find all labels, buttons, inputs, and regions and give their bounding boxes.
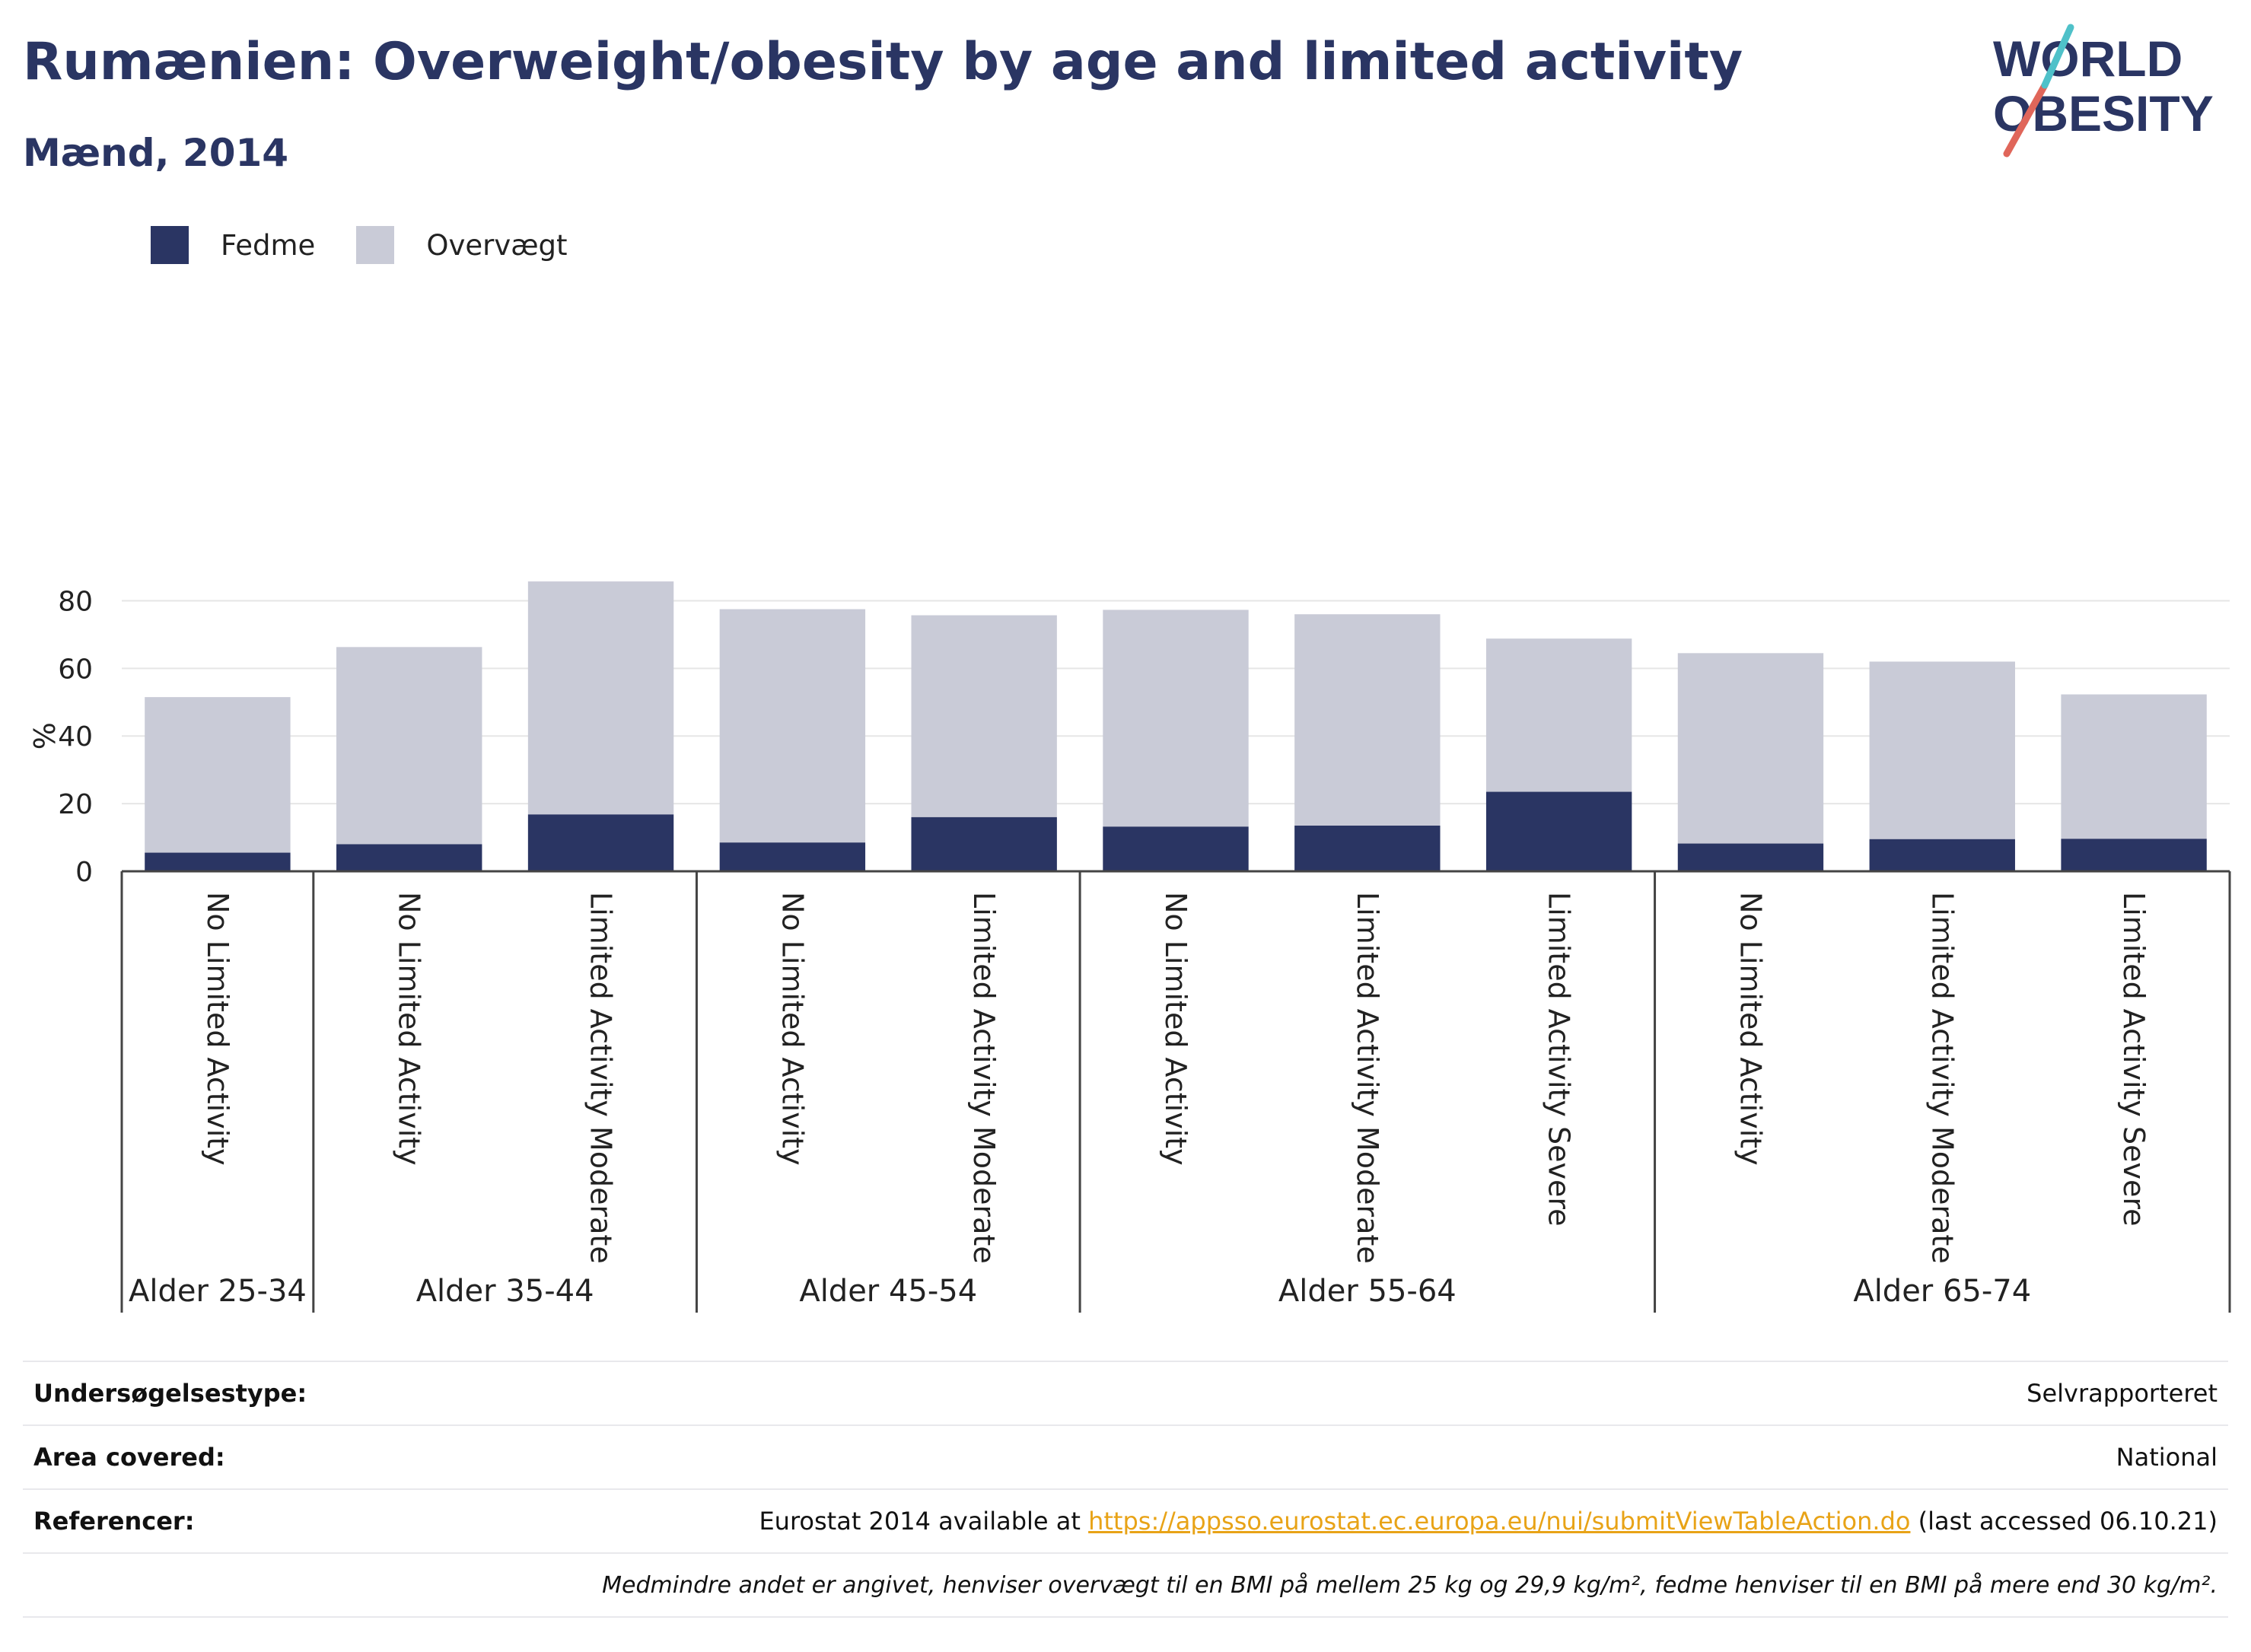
x-category-label: No Limited Activity [201,892,234,1166]
x-category-label: Limited Activity Moderate [584,892,618,1264]
info-row-area: Area covered: National [23,1424,2228,1488]
bar-obesity [719,842,866,871]
x-category-label: Limited Activity Moderate [967,892,1001,1264]
references-value: Eurostat 2014 available at https://appss… [759,1507,2218,1536]
bar-obesity [2061,839,2207,871]
bar-overweight [145,697,291,853]
stacked-bar-chart: 0 20 40 60 80% No Limited Activity No Limited … [28,581,2231,1313]
world-obesity-logo: WORLD OBESITY [1993,24,2214,158]
survey-type-value: Selvrapporteret [2027,1379,2218,1408]
page-subtitle: Mænd, 2014 [23,131,289,175]
x-category-label: No Limited Activity [1734,892,1767,1166]
bmi-note: Medmindre andet er angivet, henviser ove… [602,1571,2218,1599]
x-category-label: No Limited Activity [1159,892,1192,1166]
x-group-label: Alder 35-44 [416,1274,594,1309]
x-group-label: Alder 65-74 [1853,1274,2031,1309]
legend-item-overweight: Overvægt [356,226,568,264]
bar-obesity [1485,791,1632,871]
bar-obesity [911,816,1057,871]
area-label: Area covered: [33,1443,225,1472]
y-tick-label: 0 [75,857,93,888]
bar-overweight [911,615,1057,817]
y-tick-label: 60 [58,654,93,685]
y-tick-label: 20 [58,789,93,820]
legend-swatch-overweight [356,226,395,264]
bar-overweight [2061,694,2207,839]
bar-overweight [719,609,866,843]
info-row-note: Medmindre andet er angivet, henviser ove… [23,1552,2228,1618]
bar-obesity [1677,843,1824,871]
x-category-label: No Limited Activity [393,892,426,1166]
references-link[interactable]: https://appsso.eurostat.ec.europa.eu/nui… [1088,1507,1911,1536]
y-axis-label: % [28,722,62,750]
x-category-label: No Limited Activity [775,892,809,1166]
x-category-label: Limited Activity Severe [2117,892,2151,1227]
bar-obesity [1294,826,1441,871]
bar-overweight [1485,638,1632,792]
legend-label-overweight: Overvægt [426,228,568,262]
page-title: Rumænien: Overweight/obesity by age and … [23,32,1743,92]
bar-overweight [527,581,674,815]
bar-overweight [336,647,482,845]
bar-obesity [145,852,291,871]
x-category-label: Limited Activity Moderate [1351,892,1384,1264]
area-value: National [2116,1443,2218,1472]
x-group-label: Alder 55-64 [1278,1274,1457,1309]
bar-obesity [1869,839,2015,871]
info-table: Undersøgelsestype: Selvrapporteret Area … [23,1361,2228,1618]
legend-swatch-obesity [151,226,189,264]
legend-label-obesity: Fedme [221,228,316,262]
legend-item-obesity: Fedme [151,226,315,264]
y-tick-label: 80 [58,586,93,617]
references-suffix: (last accessed 06.10.21) [1910,1507,2218,1536]
bar-obesity [527,814,674,871]
info-row-references: Referencer: Eurostat 2014 available at h… [23,1488,2228,1552]
bar-overweight [1869,661,2015,839]
chart-legend: Fedme Overvægt [151,225,609,265]
y-tick-label: 40 [58,721,93,753]
info-row-survey-type: Undersøgelsestype: Selvrapporteret [23,1361,2228,1424]
x-group-label: Alder 45-54 [799,1274,977,1309]
bar-obesity [1103,826,1249,871]
bar-overweight [1103,610,1249,827]
x-category-label: Limited Activity Severe [1543,892,1576,1227]
x-group-label: Alder 25-34 [129,1274,307,1309]
bar-overweight [1677,653,1824,844]
svg-text:WORLD: WORLD [1993,30,2183,87]
references-label: Referencer: [33,1507,195,1536]
x-category-label: Limited Activity Moderate [1925,892,1959,1264]
bar-overweight [1294,614,1441,826]
references-prefix: Eurostat 2014 available at [759,1507,1089,1536]
survey-type-label: Undersøgelsestype: [33,1379,307,1408]
bar-obesity [336,844,482,871]
